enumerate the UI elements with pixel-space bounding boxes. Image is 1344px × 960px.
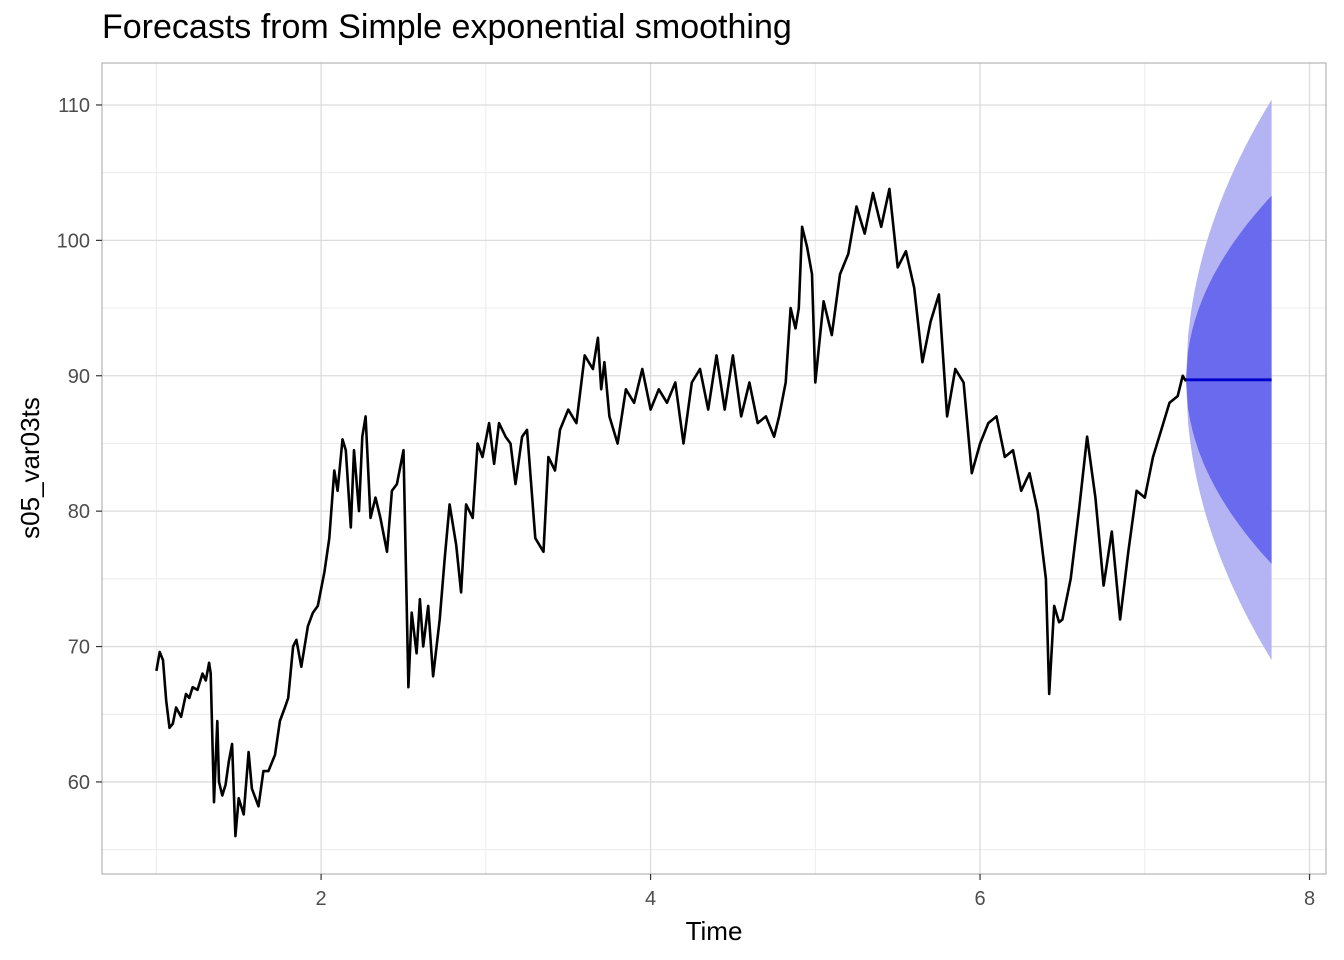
x-tick-label: 6 bbox=[974, 888, 985, 910]
chart-title: Forecasts from Simple exponential smooth… bbox=[102, 8, 792, 46]
plot-border bbox=[101, 62, 1327, 875]
y-tick-label: 70 bbox=[68, 637, 90, 659]
x-tick-label: 4 bbox=[645, 888, 656, 910]
plot-background bbox=[102, 63, 1326, 874]
y-tick-label: 110 bbox=[58, 95, 90, 117]
x-axis-label: Time bbox=[686, 916, 743, 946]
minor-gridlines bbox=[102, 63, 1326, 874]
y-axis-ticks: 60 70 80 90 100 110 bbox=[57, 95, 102, 794]
y-tick-label: 100 bbox=[57, 230, 90, 252]
series-lines bbox=[155, 187, 1272, 838]
y-axis-label: s05_var03ts bbox=[15, 397, 45, 539]
x-tick-label: 2 bbox=[316, 888, 327, 910]
x-tick-label: 8 bbox=[1304, 888, 1315, 910]
observed-series-line bbox=[155, 187, 1188, 838]
x-axis-ticks: 2 4 6 8 bbox=[316, 874, 1315, 910]
y-tick-label: 90 bbox=[68, 366, 90, 388]
y-tick-label: 60 bbox=[68, 772, 90, 794]
major-gridlines bbox=[102, 63, 1326, 874]
y-tick-label: 80 bbox=[68, 501, 90, 523]
